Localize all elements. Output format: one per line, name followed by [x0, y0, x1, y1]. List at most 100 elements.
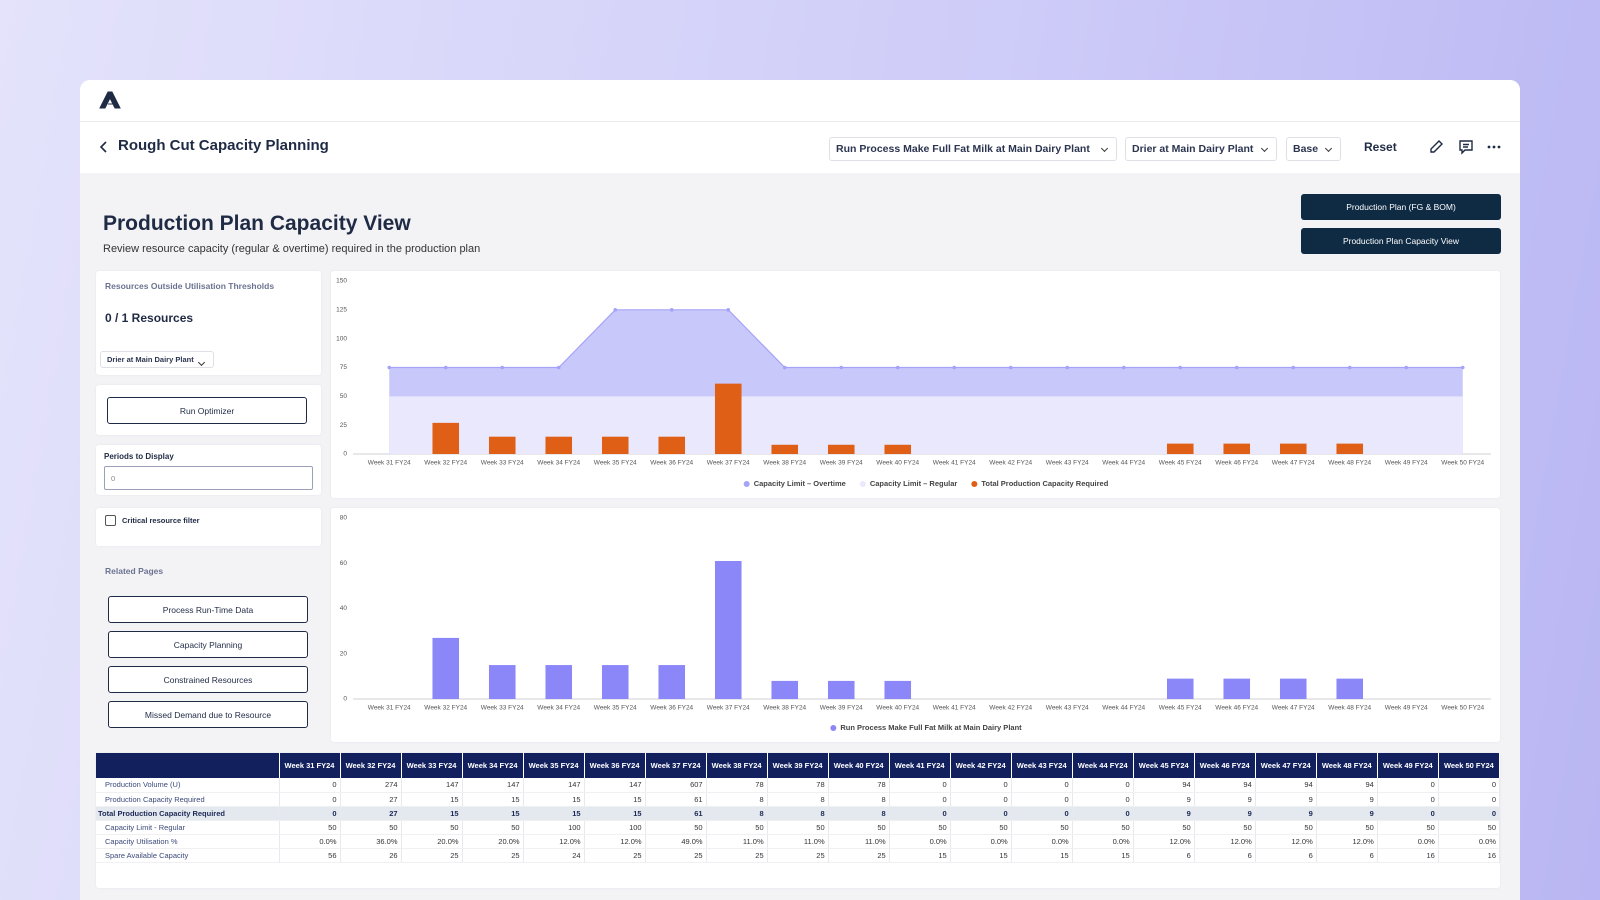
y-tick-label: 25 — [340, 422, 348, 429]
table-cell: 9 — [1194, 806, 1256, 821]
table-cell: 12.0% — [1255, 834, 1317, 849]
checkbox-label: Critical resource filter — [122, 516, 200, 525]
process-dropdown[interactable]: Run Process Make Full Fat Milk at Main D… — [829, 137, 1117, 161]
nav-button[interactable]: Production Plan (FG & BOM) — [1301, 194, 1501, 220]
related-link-button[interactable]: Process Run-Time Data — [108, 596, 308, 623]
table-cell: 0 — [279, 778, 341, 793]
table-header-row: Week 31 FY24 Week 32 FY24 Week 33 FY24 Week… — [96, 753, 1501, 778]
table-cell: 0 — [1377, 806, 1439, 821]
y-tick-label: 125 — [336, 307, 347, 314]
table-cell: 147 — [401, 778, 463, 793]
x-tick-label: Week 36 FY24 — [650, 705, 693, 712]
point — [556, 365, 561, 370]
table-header-cell: Week 33 FY24 — [401, 753, 463, 778]
table-row: Production Volume (U) 0 274 147 147 147 147 607… — [96, 778, 1501, 793]
x-tick-label: Week 49 FY24 — [1385, 460, 1428, 467]
table-cell: 27 — [340, 806, 402, 821]
row-label: Production Capacity Required — [96, 792, 280, 807]
scenario-dropdown[interactable]: Base — [1286, 137, 1341, 161]
table-cell: 25 — [401, 848, 463, 863]
checkbox[interactable] — [105, 515, 116, 526]
x-tick-label: Week 35 FY24 — [594, 460, 637, 467]
related-link-button[interactable]: Missed Demand due to Resource — [108, 701, 308, 728]
x-tick-label: Week 45 FY24 — [1159, 460, 1202, 467]
table-cell: 8 — [767, 806, 829, 821]
data-table: Week 31 FY24 Week 32 FY24 Week 33 FY24 Week… — [96, 753, 1501, 863]
table-cell: 9 — [1255, 806, 1317, 821]
y-tick-label: 40 — [340, 605, 348, 612]
bar — [771, 444, 799, 454]
point — [1234, 365, 1239, 370]
x-tick-label: Week 48 FY24 — [1328, 705, 1371, 712]
bar — [884, 680, 912, 699]
x-tick-label: Week 31 FY24 — [368, 705, 411, 712]
comment-icon[interactable] — [1458, 139, 1474, 155]
table-cell: 0 — [1377, 778, 1439, 793]
table-cell: 94 — [1194, 778, 1256, 793]
row-label: Spare Available Capacity — [96, 848, 280, 863]
logo[interactable] — [99, 91, 121, 109]
table-cell: 15 — [584, 806, 646, 821]
threshold-link[interactable]: Resources Outside Utilisation Thresholds — [105, 281, 275, 291]
table-row: Total Production Capacity Required 0 27 15 1… — [96, 806, 1501, 821]
point — [1121, 365, 1126, 370]
table-header-cell: Week 37 FY24 — [645, 753, 707, 778]
x-tick-label: Week 31 FY24 — [368, 460, 411, 467]
table-cell: 147 — [523, 778, 585, 793]
back-icon[interactable] — [99, 141, 109, 153]
nav-button[interactable]: Production Plan Capacity View — [1301, 228, 1501, 254]
page-title: Rough Cut Capacity Planning — [118, 137, 329, 154]
reset-button[interactable]: Reset — [1364, 140, 1397, 154]
y-tick-label: 0 — [343, 696, 347, 703]
table-cell: 15 — [584, 792, 646, 807]
threshold-panel: Resources Outside Utilisation Thresholds… — [96, 271, 321, 375]
resource-select[interactable]: Drier at Main Dairy Plant — [100, 351, 214, 368]
table-cell: 61 — [645, 792, 707, 807]
table-cell: 61 — [645, 806, 707, 821]
x-tick-label: Week 46 FY24 — [1215, 460, 1258, 467]
resource-dropdown[interactable]: Drier at Main Dairy Plant — [1125, 137, 1277, 161]
legend-marker — [971, 481, 978, 487]
table-cell: 0.0% — [1438, 834, 1501, 849]
table-cell: 50 — [279, 820, 341, 835]
table-cell: 0 — [1438, 778, 1501, 793]
bar — [714, 560, 742, 699]
table-cell: 0.0% — [279, 834, 341, 849]
point — [895, 365, 900, 370]
table-header-cell: Week 44 FY24 — [1072, 753, 1134, 778]
app-window: Rough Cut Capacity Planning Run Process … — [80, 80, 1520, 900]
table-cell: 15 — [523, 792, 585, 807]
resource-count: 0 / 1 Resources — [105, 311, 194, 325]
legend-marker — [859, 481, 866, 487]
bar — [1223, 678, 1251, 699]
row-label: Capacity Utilisation % — [96, 834, 280, 849]
table-cell: 8 — [706, 792, 768, 807]
edit-icon[interactable] — [1428, 139, 1444, 155]
y-tick-label: 0 — [343, 451, 347, 458]
table-cell: 78 — [706, 778, 768, 793]
x-tick-label: Week 44 FY24 — [1102, 705, 1145, 712]
table-header-cell: Week 38 FY24 — [706, 753, 768, 778]
table-cell: 9 — [1194, 792, 1256, 807]
table-cell: 100 — [523, 820, 585, 835]
table-cell: 25 — [767, 848, 829, 863]
x-tick-label: Week 49 FY24 — [1385, 705, 1428, 712]
bar — [827, 444, 855, 454]
periods-input[interactable]: 0 — [104, 466, 313, 490]
table-cell: 11.0% — [767, 834, 829, 849]
table-cell: 12.0% — [584, 834, 646, 849]
table-cell: 0 — [1011, 806, 1073, 821]
x-tick-label: Week 34 FY24 — [537, 460, 580, 467]
chart-panel — [331, 508, 1500, 742]
more-icon[interactable] — [1486, 139, 1502, 155]
area — [389, 396, 1463, 454]
row-label: Total Production Capacity Required — [96, 806, 280, 821]
related-link-button[interactable]: Constrained Resources — [108, 666, 308, 693]
table-header-cell: Week 48 FY24 — [1316, 753, 1378, 778]
run-optimizer-button[interactable]: Run Optimizer — [107, 397, 307, 424]
related-link-button[interactable]: Capacity Planning — [108, 631, 308, 658]
legend: Capacity Limit – Overtime Capacity Limit … — [743, 479, 1109, 488]
table-cell: 9 — [1255, 792, 1317, 807]
table-header-cell: Week 45 FY24 — [1133, 753, 1195, 778]
